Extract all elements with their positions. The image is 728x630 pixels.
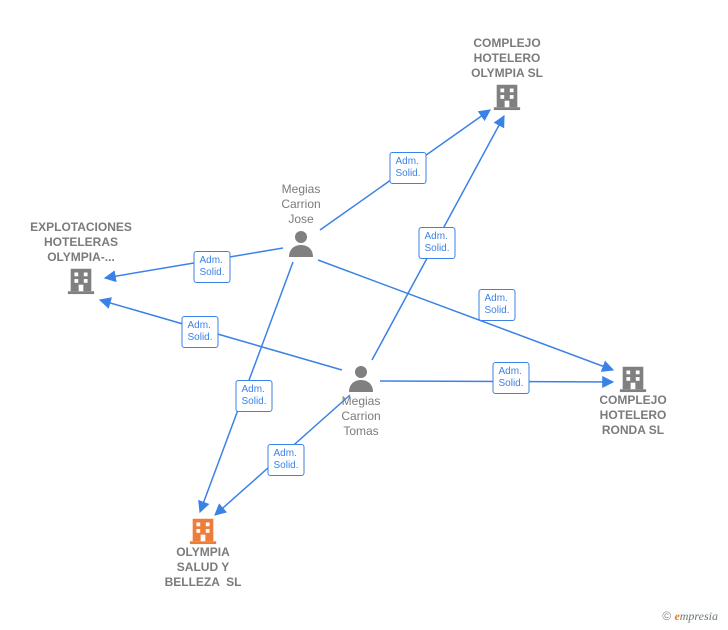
edge-label-jose-olympia_sl: Adm. Solid. <box>389 152 426 184</box>
edge-label-jose-explotaciones: Adm. Solid. <box>193 251 230 283</box>
watermark: © empresia <box>662 609 718 624</box>
node-label-jose: Megias Carrion Jose <box>281 182 320 227</box>
edge-jose-ronda_sl <box>318 260 613 370</box>
edges-layer <box>0 0 728 630</box>
node-olympia_sl[interactable]: COMPLEJO HOTELERO OLYMPIA SL <box>471 36 543 111</box>
node-jose[interactable]: Megias Carrion Jose <box>281 182 320 259</box>
node-label-explotaciones: EXPLOTACIONES HOTELERAS OLYMPIA-... <box>30 220 132 265</box>
edge-tomas-explotaciones <box>100 300 342 370</box>
edge-label-tomas-explotaciones: Adm. Solid. <box>181 316 218 348</box>
node-label-tomas: Megias Carrion Tomas <box>341 394 380 439</box>
edge-label-jose-ronda_sl: Adm. Solid. <box>478 289 515 321</box>
node-label-olympia_sl: COMPLEJO HOTELERO OLYMPIA SL <box>471 36 543 81</box>
node-explotaciones[interactable]: EXPLOTACIONES HOTELERAS OLYMPIA-... <box>30 220 132 295</box>
watermark-copyright: © <box>662 609 671 623</box>
diagram-stage: © empresia COMPLEJO HOTELERO OLYMPIA SL … <box>0 0 728 630</box>
node-label-ronda_sl: COMPLEJO HOTELERO RONDA SL <box>599 393 666 438</box>
node-label-salud_belleza: OLYMPIA SALUD Y BELLEZA SL <box>165 545 242 590</box>
edge-label-jose-salud_belleza: Adm. Solid. <box>235 380 272 412</box>
node-tomas[interactable]: Megias Carrion Tomas <box>341 362 380 439</box>
node-ronda_sl[interactable]: COMPLEJO HOTELERO RONDA SL <box>599 363 666 438</box>
edge-label-tomas-salud_belleza: Adm. Solid. <box>267 444 304 476</box>
edge-label-tomas-ronda_sl: Adm. Solid. <box>492 362 529 394</box>
node-salud_belleza[interactable]: OLYMPIA SALUD Y BELLEZA SL <box>165 515 242 590</box>
edge-label-tomas-olympia_sl: Adm. Solid. <box>418 227 455 259</box>
watermark-brand-rest: mpresia <box>680 609 718 623</box>
